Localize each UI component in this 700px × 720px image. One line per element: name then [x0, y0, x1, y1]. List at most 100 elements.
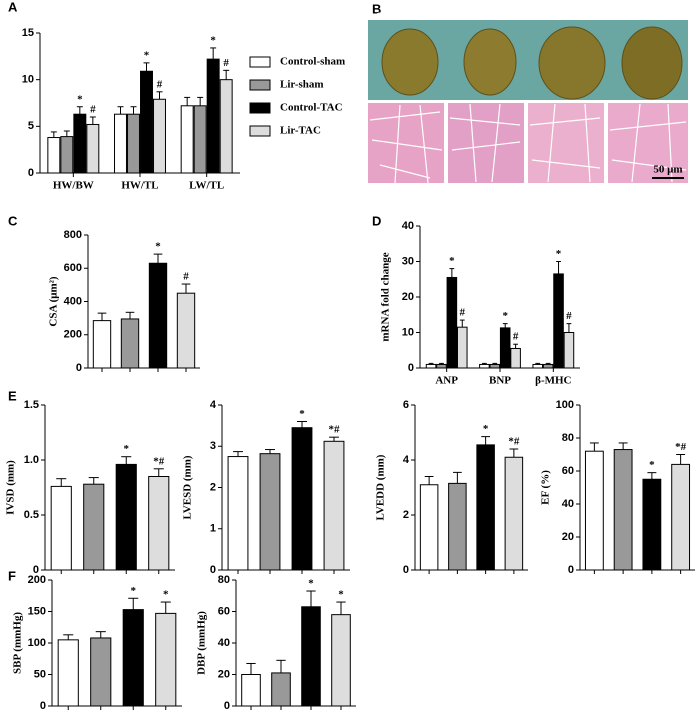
- y-tick-label: 0.5: [24, 509, 39, 521]
- bar: [83, 483, 105, 571]
- bar: [180, 105, 194, 174]
- y-tick-label: 40: [218, 637, 230, 649]
- y-tick-label: 2: [403, 509, 409, 521]
- y-tick-label: 20: [402, 291, 414, 303]
- y-axis-label: LVESD (mm): [182, 455, 194, 519]
- y-tick-label: 10: [22, 74, 34, 86]
- photo-label: Lir-sham: [468, 11, 512, 23]
- bar: [57, 639, 79, 707]
- bar: [301, 606, 321, 707]
- y-tick-label: 3: [210, 440, 216, 452]
- legend-label: Control-TAC: [280, 102, 343, 114]
- y-tick-label: 20: [562, 531, 574, 543]
- y-axis-label: CSA (μm²): [48, 276, 60, 327]
- heart-photo: [538, 26, 606, 100]
- significance-marker: #: [183, 271, 189, 283]
- bar: [323, 440, 345, 571]
- y-tick-label: 0: [33, 564, 39, 576]
- heart-photo: [621, 26, 683, 100]
- bar: [120, 318, 140, 369]
- y-axis-label: mRNA fold change: [380, 252, 392, 341]
- bar: [140, 70, 153, 174]
- legend-label: Lir-sham: [280, 79, 324, 91]
- bar: [448, 482, 467, 571]
- legend-swatch: [249, 56, 271, 68]
- bar: [419, 484, 439, 571]
- bar: [153, 98, 166, 174]
- bar: [499, 327, 511, 369]
- legend-label: Lir-TAC: [280, 125, 321, 137]
- panel-b: B Control-sham Lir-sham Control-TAC Lir-…: [368, 1, 688, 184]
- bar: [446, 276, 458, 369]
- bar: [436, 363, 447, 369]
- y-tick-label: 100: [556, 399, 574, 411]
- y-tick-label: 400: [64, 295, 82, 307]
- y-tick-label: 600: [64, 262, 82, 274]
- y-axis-label: LVEDD (mm): [375, 454, 387, 520]
- significance-marker: #: [566, 310, 572, 322]
- y-tick-label: 10: [402, 326, 414, 338]
- significance-marker: *#: [153, 455, 165, 467]
- bar: [86, 123, 100, 174]
- photo-label: Lir-TAC: [632, 11, 673, 23]
- panel-letter: A: [8, 0, 18, 14]
- bar: [613, 449, 633, 571]
- bar: [148, 476, 170, 571]
- bar: [271, 672, 291, 707]
- x-tick-label: HW/TL: [121, 180, 158, 192]
- significance-marker: *#: [508, 436, 520, 448]
- y-tick-label: 80: [562, 432, 574, 444]
- bar: [122, 609, 144, 707]
- bar: [155, 612, 177, 707]
- significance-marker: *: [502, 310, 508, 322]
- y-tick-label: 50: [34, 668, 46, 680]
- y-tick-label: 150: [28, 605, 46, 617]
- bar: [504, 456, 524, 571]
- significance-marker: *: [483, 423, 489, 435]
- y-axis-label: DBP (mmHg): [196, 611, 208, 675]
- y-tick-label: 20: [218, 668, 230, 680]
- y-tick-label: 0: [403, 564, 409, 576]
- heart-photo: [463, 28, 517, 96]
- x-tick-label: β-MHC: [535, 375, 571, 387]
- x-tick-label: LW/TL: [189, 180, 224, 192]
- y-tick-label: 200: [64, 329, 82, 341]
- panel-letter: D: [372, 213, 381, 228]
- significance-marker: *: [144, 49, 150, 61]
- panel-letter: C: [8, 213, 18, 228]
- y-tick-label: 40: [402, 220, 414, 232]
- significance-marker: *: [449, 255, 455, 267]
- significance-marker: #: [460, 307, 466, 319]
- bar: [425, 363, 437, 369]
- y-tick-label: 1: [210, 523, 216, 535]
- bar: [642, 478, 662, 571]
- bar: [60, 136, 74, 174]
- significance-marker: *: [163, 589, 169, 601]
- bar: [291, 427, 313, 571]
- bar: [532, 363, 544, 369]
- bar: [92, 320, 112, 369]
- bar: [73, 113, 87, 174]
- y-tick-label: 4: [403, 454, 410, 466]
- bar: [114, 113, 127, 174]
- y-tick-label: 100: [28, 637, 46, 649]
- y-axis-label: IVSD (mm): [5, 460, 17, 515]
- x-tick-label: ANP: [435, 375, 458, 387]
- bar: [176, 292, 196, 369]
- y-tick-label: 15: [22, 27, 34, 39]
- y-axis-label: SBP (mmHg): [12, 612, 24, 674]
- bar: [456, 326, 468, 369]
- bar: [115, 463, 137, 571]
- significance-marker: *#: [329, 424, 341, 436]
- y-tick-label: 0: [76, 362, 82, 374]
- histology: [608, 103, 688, 183]
- legend-swatch: [249, 125, 271, 137]
- bar: [193, 105, 207, 174]
- significance-marker: *: [155, 241, 161, 253]
- significance-marker: *: [556, 248, 562, 260]
- y-tick-label: 80: [218, 574, 230, 586]
- bar: [584, 450, 604, 571]
- bar: [476, 444, 495, 571]
- y-tick-label: 200: [28, 574, 46, 586]
